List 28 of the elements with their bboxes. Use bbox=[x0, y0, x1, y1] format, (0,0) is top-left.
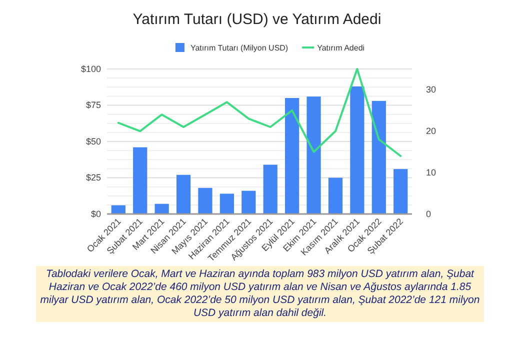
bar bbox=[198, 188, 212, 214]
bar bbox=[176, 174, 191, 214]
line-series bbox=[117, 68, 402, 157]
y2-tick-label: 10 bbox=[426, 167, 436, 178]
text: Tablodaki verilere Ocak, Mart ve Haziran ayında toplam 983 milyon USD yatırım alan, Şubat Haziran ve Ocak 2022’de 460 milyon USD yatırım alan ve Nisan ve Ağustos aylarında 1.85 milyar USD yatırım alan, Ocak 2022’de 50 milyon USD yatırım alan, Şubat 2022’de 121 milyon USD yatırım alan dahil değil. bbox=[40, 268, 480, 320]
bar bbox=[154, 204, 169, 214]
bar bbox=[133, 147, 148, 214]
y2-tick-label: 20 bbox=[426, 126, 436, 136]
bar bbox=[220, 194, 234, 214]
y2-tick-label: 0 bbox=[426, 208, 432, 219]
y-tick-label: $100 bbox=[80, 64, 101, 74]
bar bbox=[328, 178, 343, 214]
legend-label: Yatırım Adedi bbox=[317, 44, 365, 52]
bar bbox=[306, 96, 321, 214]
y-tick-label: $0 bbox=[90, 208, 101, 219]
y-tick-label: $50 bbox=[86, 136, 101, 146]
chart-title: Yatırım Tutarı (USD) ve Yatırım Adedi bbox=[132, 11, 382, 28]
y-tick-label: $25 bbox=[86, 172, 101, 183]
legend-label: Yatırım Tutarı (Milyon USD) bbox=[190, 44, 288, 52]
bar bbox=[111, 205, 126, 214]
bar bbox=[263, 164, 278, 214]
bar bbox=[372, 100, 386, 214]
y-tick-label: $75 bbox=[86, 100, 101, 110]
bar bbox=[350, 86, 364, 214]
bar bbox=[285, 98, 300, 214]
bar bbox=[242, 190, 256, 214]
bar bbox=[394, 169, 408, 214]
y2-tick-label: 30 bbox=[426, 84, 436, 95]
